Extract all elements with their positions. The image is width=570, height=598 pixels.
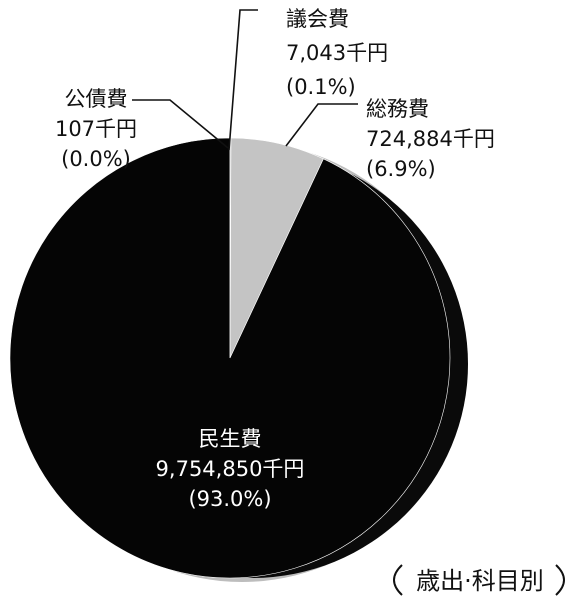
badge: 歳出·科目別	[393, 564, 565, 596]
leader-line-3	[132, 99, 229, 149]
slice-percent-1: (6.9%)	[366, 157, 436, 181]
slice-name-1: 総務費	[366, 97, 429, 121]
slice-value-0: 7,043千円	[286, 41, 388, 65]
slice-value-2: 9,754,850千円	[156, 457, 305, 481]
badge-bracket-left	[393, 564, 403, 596]
leader-line-1	[285, 103, 358, 147]
badge-bracket-right	[555, 564, 565, 596]
pie-slices	[9, 137, 451, 579]
slice-percent-2: (93.0%)	[188, 487, 271, 511]
slice-value-3: 107千円	[55, 117, 137, 141]
slice-labels: 議会費 7,043千円 (0.1%) 総務費 724,884千円 (6.9%) 民生費 9,7…	[55, 7, 495, 511]
badge-label: 歳出·科目別	[416, 567, 544, 595]
leader-lines	[132, 9, 358, 151]
slice-name-0: 議会費	[286, 7, 349, 31]
slice-percent-3: (0.0%)	[61, 147, 131, 171]
slice-name-3: 公債費	[65, 87, 128, 111]
slice-name-2: 民生費	[199, 427, 262, 451]
slice-percent-0: (0.1%)	[286, 75, 356, 99]
leader-line-0	[228, 9, 258, 151]
slice-value-1: 724,884千円	[366, 127, 495, 151]
